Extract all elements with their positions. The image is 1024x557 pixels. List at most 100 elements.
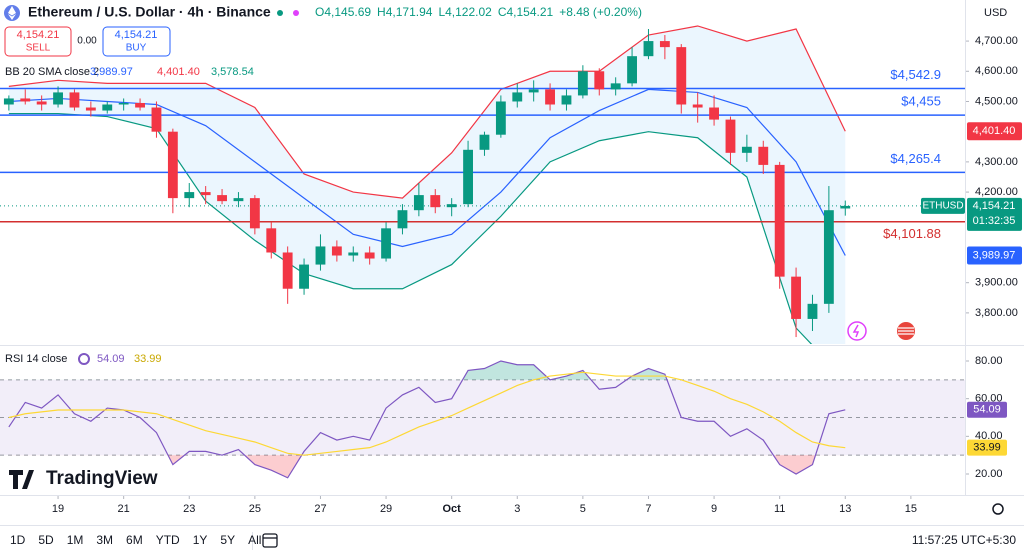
overlay: $4,542.9 $4,455 $4,265.4 $4,101.88 3,800.00 3…: [52, 5, 1022, 515]
candle-body: [381, 228, 391, 259]
x-tick-label: 25: [249, 503, 261, 515]
candle-body: [430, 195, 441, 208]
bb-upper-value: 4,401.40: [157, 66, 200, 78]
y-tick-label: 4,700.00: [975, 35, 1018, 47]
candle-body: [791, 276, 801, 319]
x-tick-label: Oct: [442, 503, 461, 515]
candle-body: [741, 146, 752, 153]
axis-badge-label: 4,401.40: [973, 125, 1016, 137]
y-tick-label: 20.00: [975, 468, 1003, 480]
level-label: $4,101.88: [883, 226, 941, 241]
ohlc-value: C4,154.21: [498, 5, 554, 19]
candle-body: [200, 192, 211, 196]
axis-badge-label: 54.09: [973, 404, 1001, 416]
axis-badge: [967, 122, 1022, 141]
candle-body: [249, 198, 260, 229]
candle-body: [709, 107, 719, 120]
sell-button[interactable]: [4, 26, 72, 57]
x-tick-label: 7: [645, 503, 651, 515]
x-tick-label: 19: [52, 503, 64, 515]
y-tick-label: 4,600.00: [975, 65, 1018, 77]
y-tick-label: 4,300.00: [975, 156, 1018, 168]
x-tick-label: 3: [514, 503, 520, 515]
calendar-icon[interactable]: [262, 533, 278, 548]
range-button[interactable]: YTD: [156, 533, 180, 547]
y-tick-label: 60.00: [975, 393, 1003, 405]
range-button[interactable]: 5Y: [220, 533, 235, 547]
last-price-badge: [967, 197, 1022, 231]
range-button[interactable]: 1M: [67, 533, 84, 547]
y-tick-label: 3,900.00: [975, 277, 1018, 289]
axis-badge-label: 33.99: [973, 442, 1001, 454]
candle-body: [118, 102, 129, 105]
range-button[interactable]: 1D: [10, 533, 26, 547]
event-glyph: [852, 324, 860, 338]
rsi-line: [8, 360, 846, 479]
axis-badge: [967, 401, 1007, 418]
candle-body: [413, 195, 424, 211]
band-fill: [8, 25, 846, 344]
bb-lower-value: 3,578.54: [211, 66, 254, 78]
x-tick-label: 21: [118, 503, 130, 515]
candle-body: [512, 92, 523, 102]
candle-body: [184, 192, 195, 199]
candle-body: [676, 47, 687, 105]
buy-button[interactable]: [102, 26, 171, 57]
clock: 11:57:25 UTC+5:30: [912, 533, 1017, 547]
ohlc-value: L4,122.02: [438, 5, 492, 19]
candle-body: [348, 252, 359, 256]
candle-body: [807, 303, 818, 319]
level-label: $4,265.4: [890, 151, 941, 166]
candle-body: [102, 104, 113, 111]
bb-legend: BB 20 SMA close 2: [5, 66, 99, 78]
candle-body: [282, 252, 293, 289]
candle-body: [20, 98, 31, 102]
candle-body: [823, 210, 834, 304]
candle-body: [36, 101, 47, 105]
candle-body: [463, 149, 473, 205]
x-tick-label: 23: [183, 503, 195, 515]
range-button[interactable]: 3M: [96, 533, 113, 547]
sell-price: 4,154.21: [17, 29, 60, 41]
ohlc-value: O4,145.69: [315, 5, 371, 19]
candle-body: [53, 92, 63, 105]
bb-middle-value: 3,989.97: [90, 66, 133, 78]
x-tick-label: 9: [711, 503, 717, 515]
buy-label: BUY: [126, 43, 147, 54]
last-price-label: 4,154.21: [973, 200, 1016, 212]
spread: 0.00: [77, 36, 97, 47]
candle-body: [545, 89, 555, 105]
candle-body: [758, 146, 769, 165]
status-dot: [293, 10, 299, 16]
candle-body: [233, 198, 244, 202]
brand-logo: [9, 470, 34, 489]
range-button[interactable]: All: [248, 533, 261, 547]
axis-badge: [967, 246, 1022, 265]
range-button[interactable]: 6M: [126, 533, 143, 547]
range-button[interactable]: 1Y: [193, 533, 208, 547]
candle-body: [561, 95, 572, 105]
candle-body: [594, 71, 605, 90]
status-dot: [277, 10, 283, 16]
currency: USD: [984, 7, 1007, 19]
rsi-legend: RSI 14 close: [5, 353, 67, 365]
settings-icon[interactable]: [992, 503, 1004, 515]
candle-body: [397, 210, 408, 229]
axis-badge-label: 3,989.97: [973, 249, 1016, 261]
range-button[interactable]: 5D: [38, 533, 54, 547]
event-icon[interactable]: [847, 321, 867, 341]
eth-glyph: [8, 6, 16, 20]
rsi-ma-value: 33.99: [134, 353, 162, 365]
candle-body: [364, 252, 375, 259]
x-tick-label: 11: [774, 503, 785, 515]
candle-body: [627, 56, 637, 84]
x-tick-label: 27: [314, 503, 326, 515]
sell-label: SELL: [26, 43, 51, 54]
candle-body: [692, 104, 703, 108]
y-tick-label: 4,500.00: [975, 95, 1018, 107]
candle-body: [643, 41, 654, 57]
y-tick-label: 40.00: [975, 430, 1003, 442]
candle-body: [479, 134, 490, 150]
candle-body: [217, 195, 227, 202]
